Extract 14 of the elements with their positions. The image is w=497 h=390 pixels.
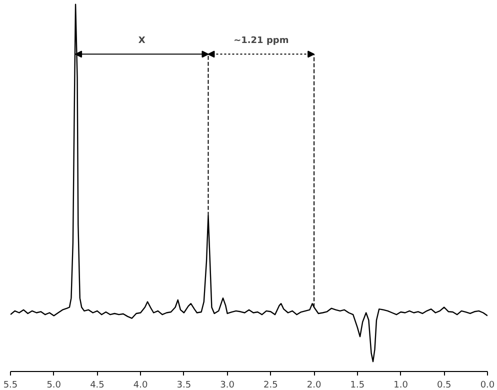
x-tick-label: 4.0	[133, 380, 148, 390]
x-tick-label: 2.5	[264, 380, 278, 390]
x-tick-label: 1.5	[350, 380, 365, 390]
x-tick-label: 5.0	[46, 380, 62, 390]
x-tick-label: 0.5	[436, 380, 452, 390]
x-tick-label: 1.0	[394, 380, 408, 390]
annotation: ~1.21 ppm	[234, 36, 289, 46]
annotation: X	[138, 36, 146, 46]
x-tick-label: 4.5	[90, 380, 104, 390]
x-tick-label: 0.0	[480, 380, 495, 390]
x-tick-label: 2.0	[306, 380, 322, 390]
x-tick-label: 3.0	[220, 380, 235, 390]
x-tick-label: 3.5	[176, 380, 192, 390]
x-tick-label: 5.5	[3, 380, 18, 390]
